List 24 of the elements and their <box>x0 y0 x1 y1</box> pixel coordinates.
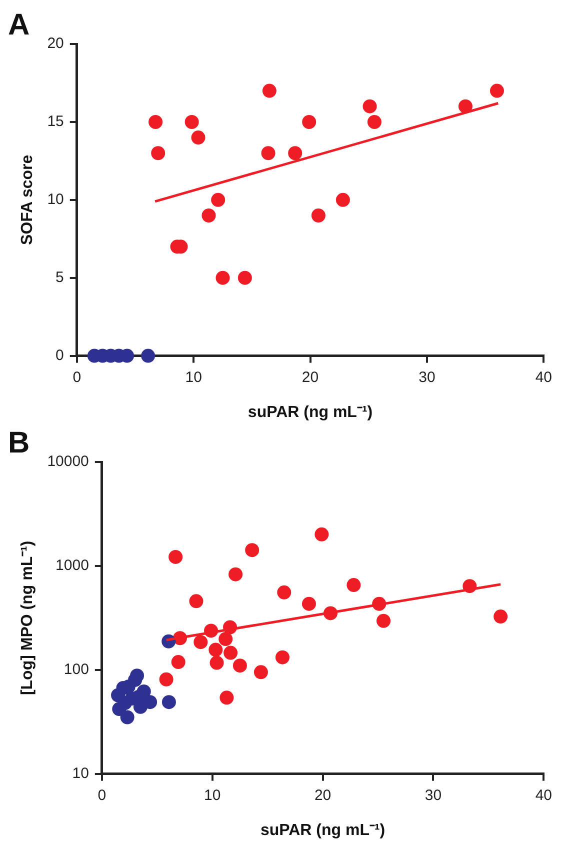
y-tick-label: 20 <box>47 35 64 52</box>
y-tick-label: 1000 <box>56 557 89 574</box>
x-axis-title: suPAR (ng mL⁻¹) <box>248 404 373 421</box>
y-tick-label: 5 <box>56 268 64 286</box>
y-tick-label: 10 <box>72 764 89 782</box>
y-axis-title: [Log] MPO (ng mL⁻¹) <box>19 540 36 696</box>
x-tick-label: 40 <box>535 786 552 804</box>
x-tick-label: 10 <box>185 368 202 386</box>
x-tick-label: 40 <box>535 368 552 386</box>
x-tick-label: 30 <box>424 786 442 804</box>
x-axis-title: suPAR (ng mL⁻¹) <box>260 822 386 839</box>
x-tick-label: 20 <box>314 786 332 804</box>
y-axis-title: SOFA score <box>19 154 36 245</box>
x-tick-label: 20 <box>302 368 319 386</box>
y-tick-label: 10000 <box>47 453 89 470</box>
chart-title: B <box>8 426 30 460</box>
y-tick-label: 10 <box>47 191 64 208</box>
chart-title: A <box>8 8 30 42</box>
x-tick-label: 10 <box>204 786 221 804</box>
x-tick-label: 0 <box>98 786 106 804</box>
y-tick-label: 100 <box>64 661 89 678</box>
x-tick-label: 30 <box>418 368 436 386</box>
y-tick-label: 15 <box>47 113 64 130</box>
y-tick-label: 0 <box>56 346 64 364</box>
